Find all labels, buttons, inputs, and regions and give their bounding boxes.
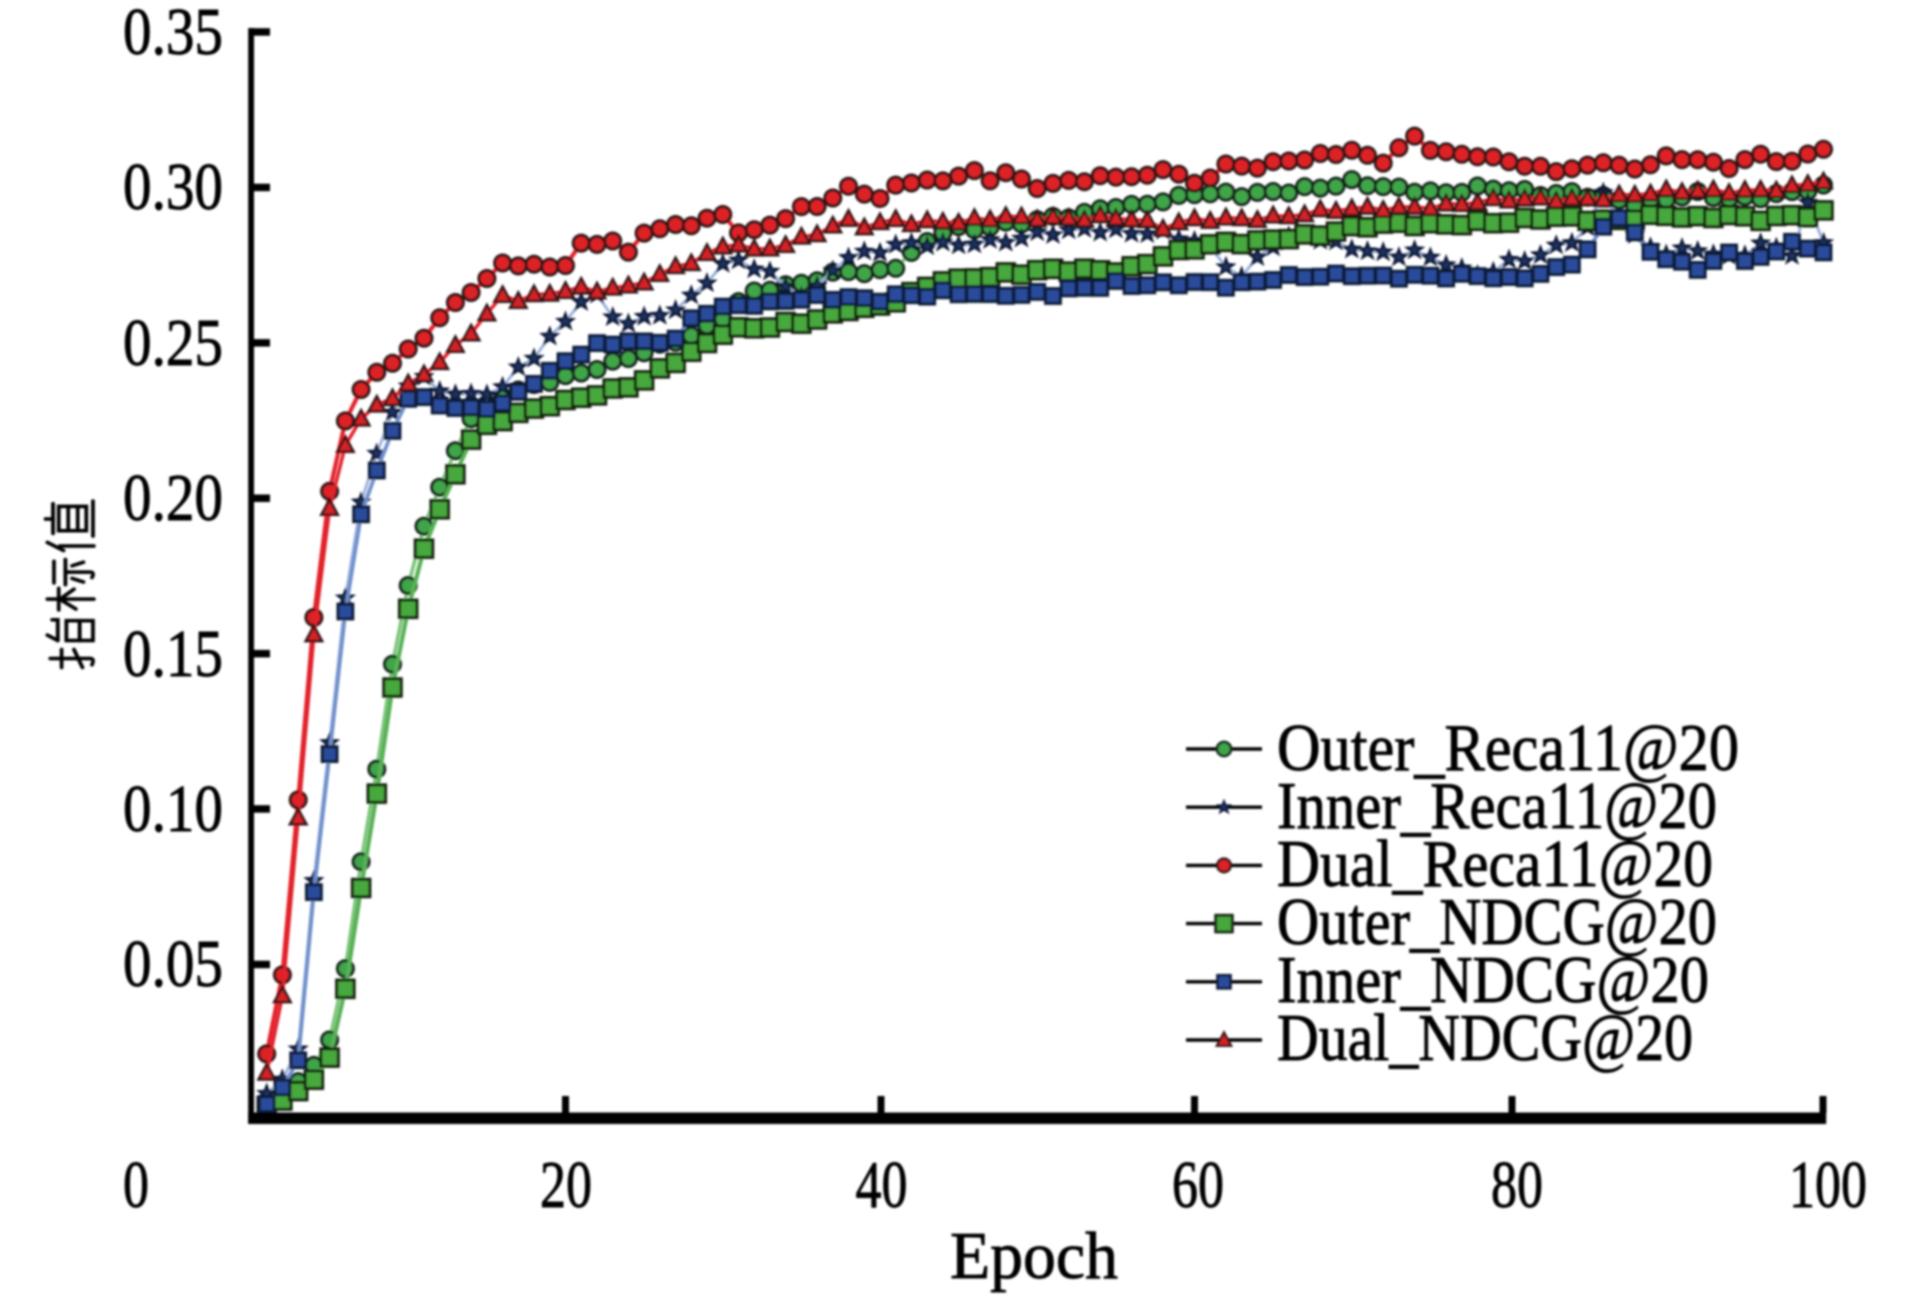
svg-text:80: 80 xyxy=(1491,1148,1543,1222)
svg-text:Inner_NDCG@20: Inner_NDCG@20 xyxy=(1277,943,1709,1017)
svg-text:0: 0 xyxy=(123,1148,149,1222)
svg-text:Epoch: Epoch xyxy=(950,1219,1118,1293)
svg-text:20: 20 xyxy=(540,1148,592,1222)
svg-text:Outer_Reca11@20: Outer_Reca11@20 xyxy=(1277,711,1739,785)
svg-text:60: 60 xyxy=(1172,1148,1224,1222)
svg-text:0.35: 0.35 xyxy=(123,0,223,69)
svg-text:Dual_Reca11@20: Dual_Reca11@20 xyxy=(1277,827,1713,901)
svg-text:0.20: 0.20 xyxy=(123,461,223,535)
svg-text:100: 100 xyxy=(1789,1148,1867,1222)
svg-text:0.25: 0.25 xyxy=(123,306,223,380)
svg-text:40: 40 xyxy=(856,1148,908,1222)
svg-text:0.15: 0.15 xyxy=(123,617,223,691)
svg-text:0.30: 0.30 xyxy=(123,150,223,224)
svg-text:Outer_NDCG@20: Outer_NDCG@20 xyxy=(1277,885,1717,959)
svg-text:Dual_NDCG@20: Dual_NDCG@20 xyxy=(1277,1001,1693,1075)
svg-text:0.05: 0.05 xyxy=(123,927,223,1001)
svg-text:0.10: 0.10 xyxy=(123,772,223,846)
svg-text:Inner_Reca11@20: Inner_Reca11@20 xyxy=(1277,769,1717,843)
